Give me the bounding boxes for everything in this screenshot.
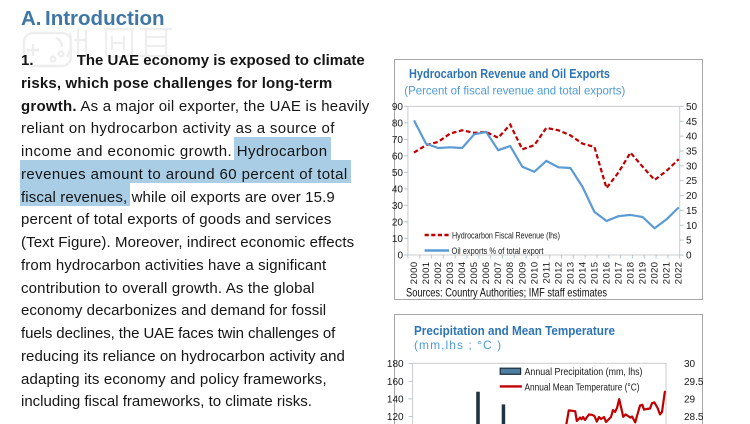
svg-text:2022: 2022 xyxy=(674,262,685,285)
svg-text:0: 0 xyxy=(397,251,403,262)
svg-text:50: 50 xyxy=(686,102,698,113)
svg-text:Sources: Country Authorities;: Sources: Country Authorities; IMF staff … xyxy=(406,286,607,300)
svg-text:2017: 2017 xyxy=(614,262,625,285)
svg-text:Hydrocarbon Revenue and Oil Ex: Hydrocarbon Revenue and Oil Exports xyxy=(409,67,610,81)
svg-text:20: 20 xyxy=(686,191,698,202)
svg-text:10: 10 xyxy=(686,221,698,232)
svg-text:40: 40 xyxy=(686,132,698,143)
svg-text:15: 15 xyxy=(686,206,698,217)
svg-text:2002: 2002 xyxy=(433,262,444,285)
svg-text:160: 160 xyxy=(387,377,404,388)
svg-text:30: 30 xyxy=(392,201,404,212)
svg-text:2005: 2005 xyxy=(469,262,480,285)
svg-text:45: 45 xyxy=(686,117,698,128)
svg-text:Oil exports % of total export: Oil exports % of total export xyxy=(452,246,544,257)
svg-text:28.5: 28.5 xyxy=(684,412,704,423)
svg-text:2011: 2011 xyxy=(541,262,552,284)
svg-text:50: 50 xyxy=(392,168,404,179)
svg-text:180: 180 xyxy=(387,359,404,370)
svg-text:80: 80 xyxy=(392,118,404,129)
svg-text:2010: 2010 xyxy=(529,262,540,285)
svg-text:2006: 2006 xyxy=(481,262,492,285)
svg-text:Annual Mean Temperature (°C): Annual Mean Temperature (°C) xyxy=(525,382,640,394)
svg-text:2016: 2016 xyxy=(601,262,612,285)
svg-text:30: 30 xyxy=(686,161,698,172)
svg-text:30: 30 xyxy=(684,359,696,370)
svg-text:29.5: 29.5 xyxy=(684,377,704,388)
svg-text:2014: 2014 xyxy=(577,262,588,285)
svg-text:29: 29 xyxy=(684,394,696,405)
svg-text:0: 0 xyxy=(686,251,692,262)
svg-text:(Percent of fiscal revenue and: (Percent of fiscal revenue and total exp… xyxy=(404,84,625,98)
svg-text:Precipitation and Mean Tempera: Precipitation and Mean Temperature xyxy=(414,324,615,338)
svg-text:2018: 2018 xyxy=(626,262,637,285)
svg-text:40: 40 xyxy=(392,184,404,195)
svg-text:70: 70 xyxy=(392,135,404,146)
svg-text:2001: 2001 xyxy=(421,262,432,285)
svg-text:2000: 2000 xyxy=(409,262,420,285)
svg-text:2008: 2008 xyxy=(505,262,516,285)
svg-text:Annual Precipitation (mm, lhs): Annual Precipitation (mm, lhs) xyxy=(525,366,643,378)
svg-text:2012: 2012 xyxy=(553,262,564,285)
svg-text:140: 140 xyxy=(387,394,404,405)
svg-text:2015: 2015 xyxy=(589,262,600,285)
svg-text:2019: 2019 xyxy=(638,262,649,285)
svg-text:25: 25 xyxy=(686,176,698,187)
svg-text:120: 120 xyxy=(387,412,404,423)
svg-text:(mm,lhs ; °C ): (mm,lhs ; °C ) xyxy=(414,338,502,352)
svg-text:20: 20 xyxy=(392,217,404,228)
svg-text:10: 10 xyxy=(392,234,404,245)
svg-text:2003: 2003 xyxy=(445,262,456,285)
svg-text:2013: 2013 xyxy=(565,262,576,285)
svg-text:2004: 2004 xyxy=(457,262,468,285)
svg-text:2009: 2009 xyxy=(517,262,528,285)
svg-text:2020: 2020 xyxy=(650,262,661,285)
svg-text:2021: 2021 xyxy=(662,262,673,285)
svg-text:2007: 2007 xyxy=(493,262,504,285)
svg-text:90: 90 xyxy=(392,102,404,113)
svg-text:35: 35 xyxy=(686,147,698,158)
svg-text:60: 60 xyxy=(392,151,404,162)
svg-text:5: 5 xyxy=(686,236,692,247)
svg-text:Hydrocarbon Fiscal Revenue (lh: Hydrocarbon Fiscal Revenue (lhs) xyxy=(452,231,560,242)
